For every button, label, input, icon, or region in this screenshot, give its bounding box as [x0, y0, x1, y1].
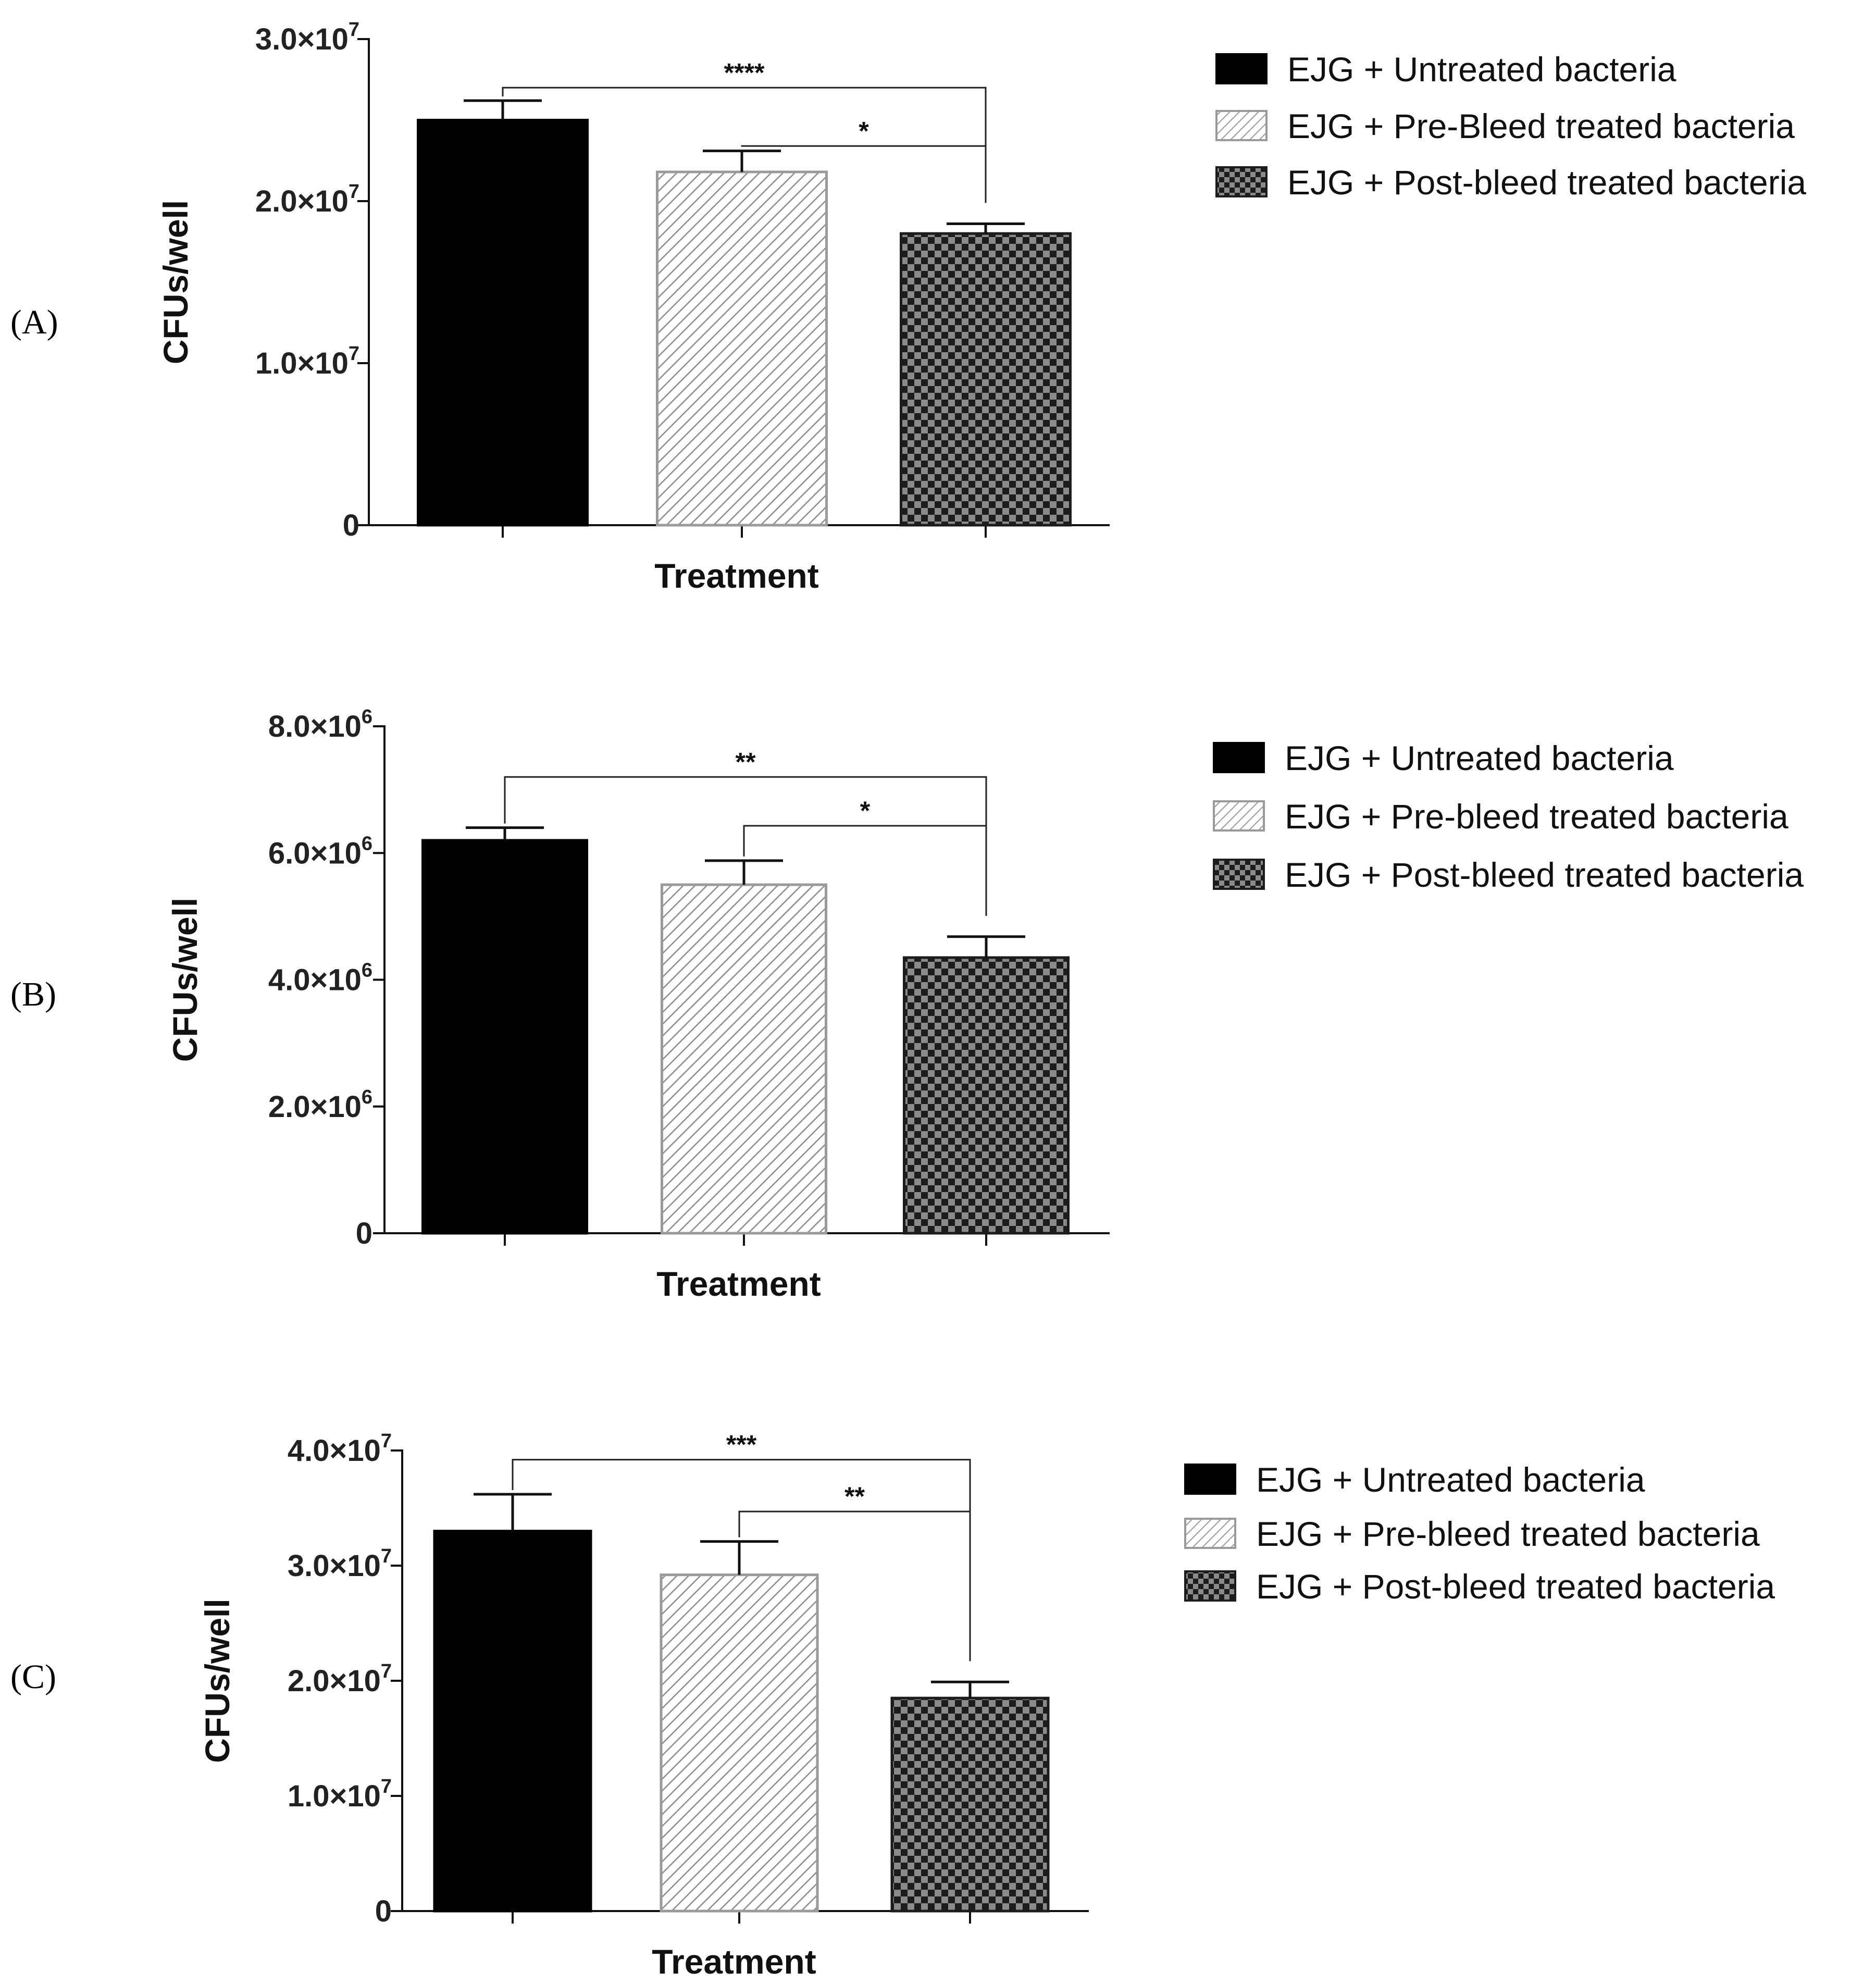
significance-label: ** [736, 747, 756, 776]
y-tick-label: 3.0×107 [255, 19, 359, 56]
bar-3 [903, 956, 1070, 1235]
y-tick-mantissa: 2.0×10 [288, 1664, 381, 1698]
legend-swatch-3 [1215, 166, 1268, 197]
significance-label: **** [724, 58, 765, 87]
legend-swatch-2 [1215, 110, 1268, 141]
chart-panel-b: (B)02.0×1064.0×1066.0×1068.0×106CFUs/wel… [10, 706, 1804, 1303]
bar-3 [900, 232, 1072, 527]
bar-1 [433, 1530, 592, 1913]
significance-label: * [860, 796, 871, 825]
x-axis-title: Treatment [654, 556, 818, 595]
y-tick-exponent: 7 [349, 19, 359, 41]
y-tick-mantissa: 6.0×10 [268, 836, 362, 870]
significance-label: * [859, 116, 869, 145]
significance-bracket [741, 145, 987, 203]
y-tick-exponent: 7 [381, 1660, 392, 1682]
y-tick-mantissa: 0 [343, 509, 359, 542]
legend-item-3: EJG + Post-bleed treated bacteria [1285, 855, 1804, 894]
y-tick-mantissa: 1.0×10 [255, 346, 349, 380]
y-tick-label: 4.0×106 [268, 960, 372, 997]
legend-item-1: EJG + Untreated bacteria [1285, 739, 1674, 777]
legend-swatch-1 [1215, 53, 1268, 84]
y-axis-title: CFUs/well [198, 1598, 237, 1763]
y-tick-label: 4.0×107 [288, 1430, 392, 1468]
bar-2 [660, 1573, 819, 1913]
y-tick-label: 3.0×107 [288, 1545, 392, 1583]
significance-bracket [738, 1510, 971, 1661]
legend-swatch-1 [1184, 1464, 1236, 1495]
y-tick-mantissa: 2.0×10 [268, 1090, 362, 1124]
y-tick-mantissa: 3.0×10 [255, 22, 349, 56]
y-tick-exponent: 7 [349, 181, 359, 203]
bar-1 [417, 119, 589, 527]
panel-label: (C) [10, 1658, 56, 1696]
y-tick-exponent: 7 [381, 1430, 392, 1452]
y-tick-mantissa: 0 [375, 1894, 392, 1928]
bar-3 [890, 1696, 1050, 1913]
y-tick-mantissa: 0 [356, 1217, 372, 1250]
y-tick-mantissa: 8.0×10 [268, 710, 362, 743]
y-tick-exponent: 7 [349, 343, 359, 365]
y-tick-exponent: 6 [362, 960, 372, 982]
charts-container: (A)01.0×1072.0×1073.0×107CFUs/wellTreatm… [10, 19, 1806, 1981]
bar-1 [421, 839, 588, 1235]
chart-panel-a: (A)01.0×1072.0×1073.0×107CFUs/wellTreatm… [10, 19, 1806, 595]
y-tick-mantissa: 3.0×10 [288, 1549, 381, 1583]
y-tick-label: 0 [375, 1894, 392, 1928]
y-tick-label: 2.0×107 [288, 1660, 392, 1698]
bar-2 [661, 883, 827, 1235]
legend-item-1: EJG + Untreated bacteria [1287, 50, 1676, 89]
y-tick-label: 0 [343, 509, 359, 542]
y-tick-label: 0 [356, 1217, 372, 1250]
legend-swatch-3 [1184, 1570, 1236, 1602]
y-tick-exponent: 7 [381, 1776, 392, 1797]
legend-item-2: EJG + Pre-bleed treated bacteria [1285, 797, 1788, 836]
legend-item-1: EJG + Untreated bacteria [1256, 1460, 1645, 1499]
y-axis-title: CFUs/well [156, 200, 195, 364]
legend-item-3: EJG + Post-bleed treated bacteria [1287, 163, 1806, 202]
y-tick-label: 2.0×106 [268, 1086, 372, 1124]
legend-item-3: EJG + Post-bleed treated bacteria [1256, 1567, 1775, 1606]
y-tick-label: 2.0×107 [255, 181, 359, 218]
legend-swatch-2 [1184, 1518, 1236, 1549]
legend-item-2: EJG + Pre-Bleed treated bacteria [1287, 107, 1795, 145]
y-tick-exponent: 6 [362, 706, 372, 728]
y-tick-label: 1.0×107 [288, 1776, 392, 1813]
x-axis-title: Treatment [652, 1942, 816, 1981]
bar-2 [656, 170, 828, 527]
panel-label: (A) [10, 303, 58, 341]
significance-label: ** [844, 1482, 865, 1511]
legend-item-2: EJG + Pre-bleed treated bacteria [1256, 1515, 1760, 1553]
x-axis-title: Treatment [656, 1264, 821, 1303]
y-tick-exponent: 6 [362, 833, 372, 854]
y-axis-title: CFUs/well [166, 898, 204, 1062]
legend-swatch-1 [1213, 742, 1265, 773]
panel-label: (B) [10, 975, 56, 1013]
y-tick-mantissa: 2.0×10 [255, 184, 349, 218]
y-tick-label: 1.0×107 [255, 343, 359, 380]
y-tick-exponent: 6 [362, 1086, 372, 1108]
y-tick-label: 6.0×106 [268, 833, 372, 870]
y-tick-label: 8.0×106 [268, 706, 372, 743]
y-tick-mantissa: 1.0×10 [288, 1779, 381, 1813]
y-tick-mantissa: 4.0×10 [288, 1434, 381, 1468]
chart-panel-c: (C)01.0×1072.0×1073.0×1074.0×107CFUs/wel… [10, 1430, 1775, 1981]
significance-bracket [743, 825, 987, 916]
y-tick-mantissa: 4.0×10 [268, 963, 362, 997]
legend-swatch-3 [1213, 859, 1265, 890]
legend-swatch-2 [1213, 800, 1265, 832]
y-tick-exponent: 7 [381, 1545, 392, 1567]
significance-label: *** [726, 1430, 757, 1459]
